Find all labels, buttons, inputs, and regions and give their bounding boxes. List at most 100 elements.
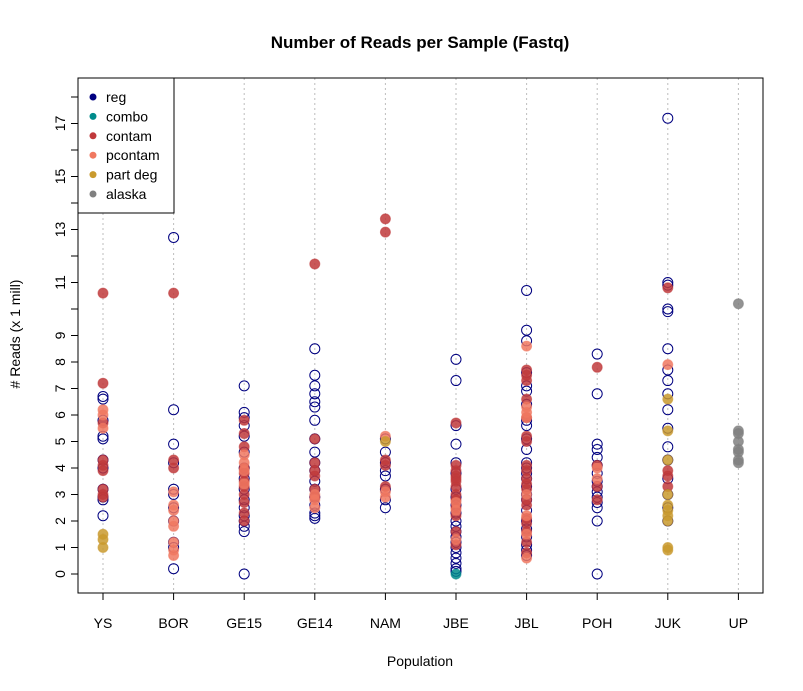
data-point: [521, 436, 533, 447]
data-point: [521, 528, 533, 540]
data-point: [450, 534, 462, 546]
data-point: [238, 526, 250, 538]
y-axis: 0 1 2 3 4 5 6 7 8 9 11 13 15 17: [52, 96, 78, 578]
data-point: [97, 409, 109, 421]
y-tick-label: 0: [52, 570, 68, 578]
data-point: [238, 465, 250, 477]
data-point: [521, 324, 533, 336]
x-tick-label: GE14: [297, 615, 333, 631]
data-point: [168, 287, 180, 299]
legend-label: reg: [106, 89, 126, 105]
data-point: [450, 375, 462, 387]
legend: reg combo contam pcontam part deg alaska: [77, 77, 175, 214]
y-tick-label: 2: [52, 517, 68, 525]
x-tick-label: UP: [729, 615, 748, 631]
data-point: [309, 380, 321, 392]
y-tick-label: 5: [52, 437, 68, 445]
legend-marker: [89, 93, 97, 101]
data-point: [591, 438, 603, 450]
data-point: [168, 563, 180, 575]
legend-label: contam: [106, 128, 152, 144]
data-point: [521, 499, 533, 511]
y-tick-label: 13: [52, 222, 68, 238]
data-point: [309, 502, 321, 514]
legend-box: [77, 77, 175, 214]
y-tick-label: 6: [52, 411, 68, 419]
data-point: [168, 404, 180, 416]
data-point: [97, 433, 109, 445]
data-point: [238, 496, 250, 508]
data-point: [168, 438, 180, 450]
legend-marker: [89, 132, 97, 140]
data-point: [591, 494, 603, 506]
data-point: [662, 112, 674, 124]
data-point: [168, 486, 180, 498]
data-point: [97, 287, 109, 299]
data-point: [97, 422, 109, 434]
data-point: [662, 515, 674, 527]
legend-marker: [89, 190, 97, 198]
data-point: [238, 414, 250, 426]
y-tick-label: 4: [52, 464, 68, 472]
data-point: [662, 303, 674, 315]
data-point: [521, 489, 533, 500]
data-point: [379, 491, 391, 503]
data-points: [97, 112, 744, 580]
data-point: [97, 491, 109, 503]
y-axis-label: # Reads (x 1 mill): [7, 280, 23, 389]
data-point: [379, 226, 391, 238]
data-point: [309, 446, 321, 458]
data-point: [450, 353, 462, 365]
data-point: [379, 436, 391, 447]
data-point: [238, 380, 250, 392]
legend-label: alaska: [106, 186, 147, 202]
data-point: [238, 568, 250, 580]
data-point: [450, 417, 462, 429]
data-point: [521, 510, 533, 522]
data-point: [309, 369, 321, 381]
data-point: [450, 504, 462, 516]
data-point: [238, 478, 250, 490]
data-point: [662, 489, 674, 500]
data-point: [591, 568, 603, 580]
data-point: [97, 510, 109, 522]
data-point: [591, 462, 603, 474]
data-point: [379, 213, 391, 225]
y-tick-label: 9: [52, 331, 68, 339]
y-tick-label: 11: [52, 275, 68, 290]
data-point: [309, 512, 321, 524]
x-tick-label: YS: [94, 615, 113, 631]
data-point: [521, 284, 533, 296]
data-point: [168, 504, 180, 516]
data-point: [450, 557, 462, 569]
x-tick-label: JBL: [515, 615, 539, 631]
x-tick-label: NAM: [370, 615, 401, 631]
data-point: [521, 340, 533, 352]
data-point: [97, 393, 109, 405]
data-point: [379, 470, 391, 482]
data-point: [309, 414, 321, 426]
x-tick-label: POH: [582, 615, 612, 631]
data-point: [732, 298, 744, 310]
data-point: [662, 425, 674, 437]
data-point: [450, 568, 462, 580]
y-tick-label: 17: [52, 116, 68, 132]
data-point: [591, 361, 603, 373]
data-point: [309, 388, 321, 400]
data-point: [379, 459, 391, 471]
data-point: [379, 502, 391, 514]
data-point: [309, 433, 321, 445]
x-tick-label: JBE: [443, 615, 469, 631]
data-point: [662, 470, 674, 482]
data-point: [521, 552, 533, 564]
data-point: [591, 388, 603, 400]
data-point: [168, 549, 180, 561]
data-point: [662, 343, 674, 355]
data-point: [238, 515, 250, 527]
data-point: [662, 544, 674, 556]
legend-label: pcontam: [106, 147, 160, 163]
legend-marker: [89, 151, 97, 159]
data-point: [662, 441, 674, 453]
data-point: [309, 258, 321, 270]
